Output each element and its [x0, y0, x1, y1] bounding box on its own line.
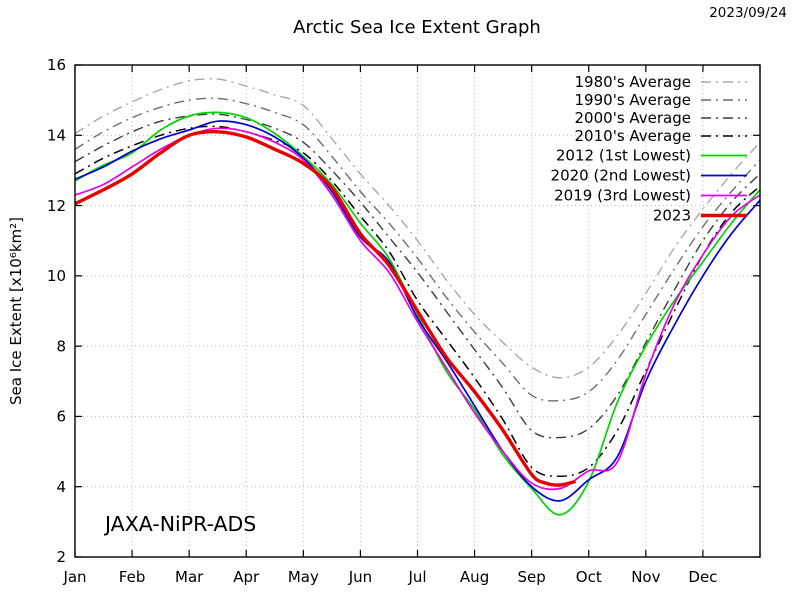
- x-tick-label: Aug: [460, 568, 489, 586]
- series-line-2023: [74, 130, 577, 487]
- legend-label: 2010's Average: [575, 127, 691, 145]
- x-tick-label: May: [288, 568, 319, 586]
- legend-entry-2010-s-average: 2010's Average: [575, 127, 747, 145]
- legend-entry-1980-s-average: 1980's Average: [575, 73, 747, 91]
- x-tick-label: Nov: [631, 568, 660, 586]
- x-tick-label: Jul: [407, 568, 426, 586]
- x-tick-label: Oct: [576, 568, 602, 586]
- legend-label: 2020 (2nd Lowest): [551, 167, 691, 185]
- series-line-1980-s-average: [74, 78, 761, 379]
- legend-label: 2023: [653, 207, 691, 225]
- y-axis-label: Sea Ice Extent [x10⁶km²]: [7, 217, 25, 405]
- legend-entry-2020-2nd-lowest-: 2020 (2nd Lowest): [551, 167, 747, 185]
- x-tick-label: Feb: [119, 568, 146, 586]
- y-tick-label: 4: [56, 478, 66, 496]
- series-line-1990-s-average: [74, 97, 761, 402]
- legend-entry-2019-3rd-lowest-: 2019 (3rd Lowest): [554, 187, 747, 205]
- x-tick-label: Sep: [518, 568, 546, 586]
- series-curves: [74, 78, 761, 516]
- y-tick-label: 6: [56, 408, 66, 426]
- legend-entry-2012-1st-lowest-: 2012 (1st Lowest): [556, 147, 747, 165]
- plot-frame: [74, 64, 761, 558]
- x-tick-label: Jun: [348, 568, 372, 586]
- legend-label: 2019 (3rd Lowest): [554, 187, 691, 205]
- tick-labels: 2 4 6 8 10 12 14 16 Jan Feb Mar Apr May Jun Jul Aug Sep O…: [47, 56, 718, 586]
- x-tick-label: Dec: [688, 568, 717, 586]
- legend-label: 1980's Average: [575, 73, 691, 91]
- chart-title: Arctic Sea Ice Extent Graph: [293, 17, 541, 38]
- series-line-2020-2nd-lowest-: [74, 120, 761, 502]
- y-tick-label: 14: [47, 126, 66, 144]
- x-tick-label: Jan: [62, 568, 86, 586]
- legend-label: 1990's Average: [575, 91, 691, 109]
- y-tick-label: 16: [47, 56, 66, 74]
- y-tick-label: 8: [56, 337, 66, 355]
- legend-entry-1990-s-average: 1990's Average: [575, 91, 747, 109]
- date-stamp: 2023/09/24: [709, 5, 787, 21]
- series-line-2012-1st-lowest-: [74, 111, 761, 516]
- x-tick-label: Apr: [233, 568, 260, 586]
- y-tick-label: 12: [47, 197, 66, 215]
- y-tick-label: 10: [47, 267, 66, 285]
- legend-entry-2000-s-average: 2000's Average: [575, 109, 747, 127]
- watermark: JAXA-NiPR-ADS: [103, 512, 256, 536]
- legend-entry-2023: 2023: [653, 207, 747, 225]
- legend-label: 2000's Average: [575, 109, 691, 127]
- series-line-2000-s-average: [74, 113, 761, 439]
- y-tick-label: 2: [56, 548, 66, 566]
- x-tick-label: Mar: [175, 568, 204, 586]
- legend-label: 2012 (1st Lowest): [556, 147, 691, 165]
